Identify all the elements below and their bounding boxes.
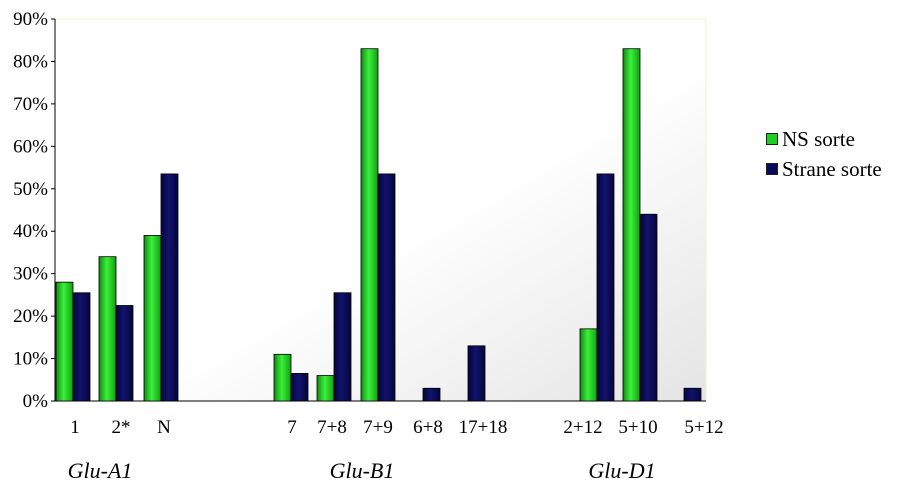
bar-ns-sorte-7-plus-8 <box>316 375 335 402</box>
y-tick-label: 80% <box>13 51 48 72</box>
bar-strane-sorte-2star <box>115 305 134 402</box>
x-tick-label-5-plus-12: 5+12 <box>684 417 723 438</box>
bar-strane-sorte-6-plus-8 <box>422 387 441 402</box>
x-axis-labels: 1 2* N 7 7+8 7+9 6+8 17+18 2+12 5+10 5+12 <box>70 417 723 438</box>
bar-strane-sorte-7-plus-8 <box>333 292 352 402</box>
legend-item-ns-sorte: NS sorte <box>766 124 882 154</box>
bar-ns-sorte-7 <box>273 353 292 402</box>
legend-item-strane-sorte: Strane sorte <box>766 154 882 184</box>
x-tick-label-7-plus-9: 7+9 <box>363 417 393 438</box>
y-tick-label: 10% <box>13 349 48 370</box>
legend-label-strane-sorte: Strane sorte <box>782 156 882 181</box>
y-tick-label: 70% <box>13 94 48 115</box>
group-labels: Glu-A1 Glu-B1 Glu-D1 <box>68 458 656 481</box>
x-tick-label-17-plus-18: 17+18 <box>459 417 508 438</box>
bar-strane-sorte-7-plus-9 <box>377 173 396 402</box>
y-axis-ticks: 0% 10% 20% 30% 40% 50% 60% 70% 80% 90% <box>13 9 55 412</box>
bar-ns-sorte-7-plus-9 <box>360 48 379 402</box>
y-tick-label: 60% <box>13 136 48 157</box>
y-tick-label: 30% <box>13 264 48 285</box>
group-label-glu-a1: Glu-A1 <box>68 458 133 481</box>
y-tick-label: 50% <box>13 179 48 200</box>
bar-ns-sorte-2-plus-12 <box>579 328 598 402</box>
bar-strane-sorte-5-plus-10 <box>639 213 658 402</box>
y-tick-label: 90% <box>13 9 48 30</box>
legend-label-ns-sorte: NS sorte <box>782 126 855 151</box>
x-tick-label-6-plus-8: 6+8 <box>413 417 443 438</box>
y-tick-label: 20% <box>13 306 48 327</box>
x-tick-label-7: 7 <box>287 417 297 438</box>
bar-strane-sorte-n <box>160 173 179 402</box>
bar-strane-sorte-1 <box>72 292 91 402</box>
x-tick-label-2star: 2* <box>112 417 131 438</box>
legend: NS sorte Strane sorte <box>766 124 882 184</box>
bar-ns-sorte-1 <box>55 281 74 402</box>
x-tick-label-1: 1 <box>70 417 80 438</box>
bar-strane-sorte-2-plus-12 <box>596 173 615 402</box>
y-tick-label: 0% <box>23 391 49 412</box>
bar-ns-sorte-5-plus-10 <box>622 48 641 402</box>
x-tick-label-2-plus-12: 2+12 <box>563 417 602 438</box>
bar-strane-sorte-17-plus-18 <box>467 345 486 402</box>
x-tick-label-5-plus-10: 5+10 <box>618 417 657 438</box>
legend-swatch-strane-sorte <box>766 163 778 175</box>
x-tick-label-7-plus-8: 7+8 <box>317 417 347 438</box>
bar-ns-sorte-n <box>143 235 162 402</box>
bar-strane-sorte-5-plus-12 <box>683 387 702 402</box>
legend-swatch-ns-sorte <box>766 133 778 145</box>
bar-strane-sorte-7 <box>290 373 309 402</box>
y-tick-label: 40% <box>13 221 48 242</box>
x-tick-label-n: N <box>157 417 171 438</box>
group-label-glu-b1: Glu-B1 <box>330 458 395 481</box>
group-label-glu-d1: Glu-D1 <box>588 458 655 481</box>
bars <box>55 48 702 402</box>
bar-ns-sorte-2star <box>98 256 117 402</box>
